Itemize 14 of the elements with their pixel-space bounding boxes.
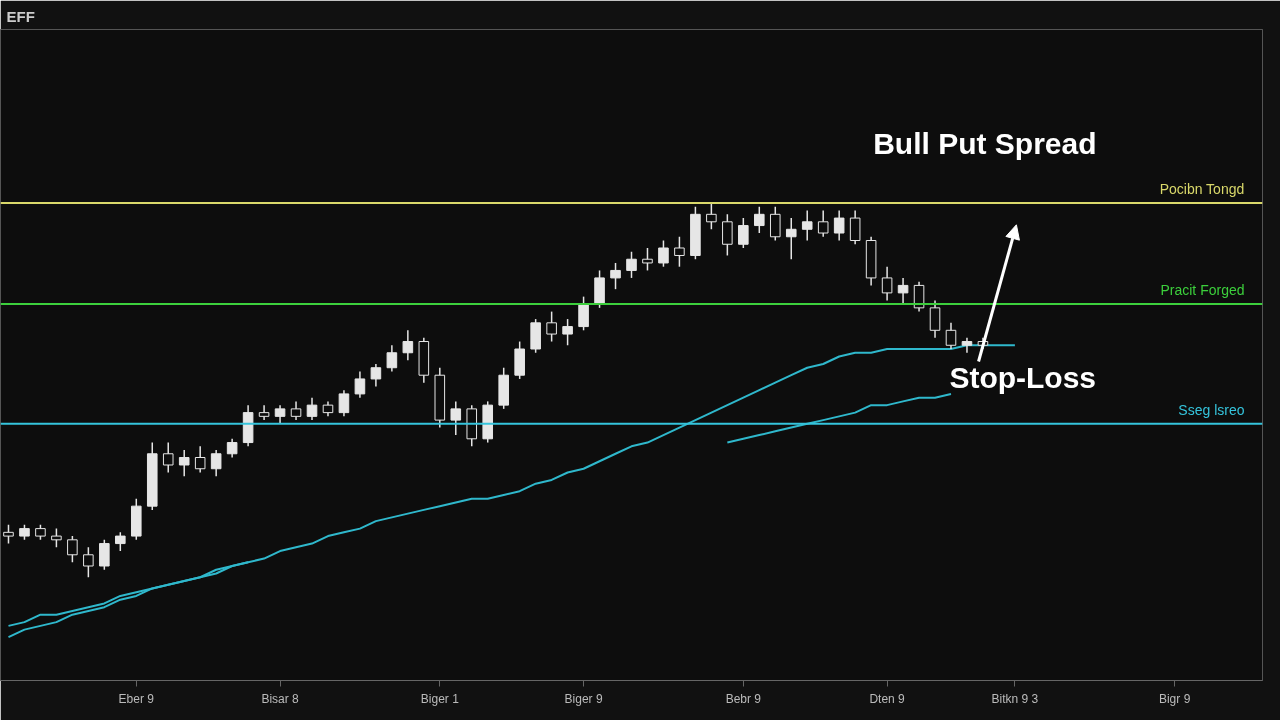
x-tick-label: Bigr 9: [1158, 691, 1191, 706]
chart-title: EFF: [6, 7, 35, 25]
x-tick-label: Biger 1: [420, 691, 460, 706]
ref-line-label: Pracit Forged: [1160, 282, 1245, 299]
text: Bull Put Spread: [873, 126, 1097, 160]
x-tick-label: Bitkn 9 3: [991, 691, 1039, 706]
ref-line-label: Sseg lsreo: [1178, 401, 1245, 418]
x-tick-label: Bisar 8: [261, 691, 300, 706]
x-tick-label: Bebr 9: [725, 691, 762, 706]
x-tick-label: Eber 9: [118, 691, 155, 706]
x-tick-label: Biger 9: [564, 691, 603, 706]
x-tick-label: Dten 9: [869, 691, 906, 706]
annotation: Stop-Loss: [949, 361, 1097, 395]
ref-line-label: Pocibn Tongd: [1159, 181, 1245, 198]
